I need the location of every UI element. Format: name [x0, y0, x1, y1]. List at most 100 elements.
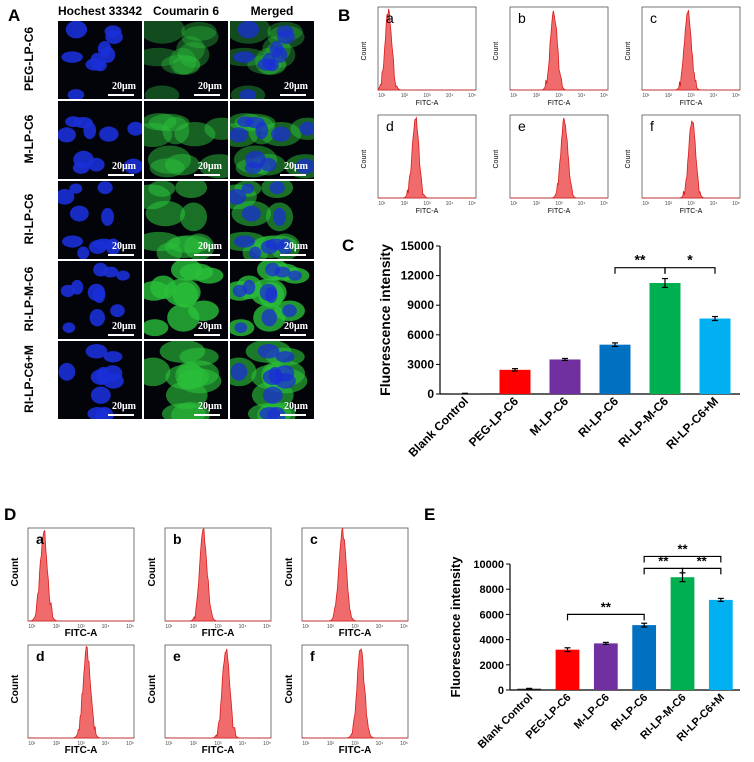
bar [708, 599, 733, 690]
x-tick-label: 10³ [423, 201, 431, 207]
scale-bar-label: 20μm [112, 241, 136, 252]
subplot-letter: a [386, 10, 394, 26]
x-tick-label: 10⁴ [578, 201, 586, 207]
x-axis-label: FITC-A [416, 208, 439, 214]
x-tick-label: 10⁴ [710, 201, 718, 207]
x-tick-label: RI-LP-C6 [575, 394, 621, 440]
y-tick-label: 9000 [407, 298, 434, 312]
x-tick-label: 10² [190, 624, 198, 630]
micrograph-cell: 20μm [143, 260, 229, 340]
histogram-peak [28, 529, 134, 622]
x-tick-label: RI-LP-C6+M [663, 394, 721, 452]
x-tick-label: 10⁵ [400, 624, 408, 630]
x-tick-label: 10¹ [302, 624, 310, 630]
x-tick-label: 10² [533, 201, 541, 207]
y-axis-label: Count [10, 557, 21, 587]
scale-bar [194, 334, 220, 336]
bar [499, 369, 531, 394]
scale-bar [280, 174, 306, 176]
x-tick-label: 10³ [214, 624, 222, 630]
histogram-subplot: f Count 10¹ 10² 10³ 10⁴ 10⁵ FITC-A [625, 114, 741, 214]
histogram-subplot: c Count 10¹ 10² 10³ 10⁴ 10⁵ FITC-A [625, 6, 741, 106]
scale-bar [280, 334, 306, 336]
x-axis-label: FITC-A [680, 208, 703, 214]
histogram-peak [377, 8, 476, 91]
histogram-peak [302, 527, 408, 622]
y-axis-label: Count [625, 42, 632, 61]
y-tick-label: 15000 [401, 239, 435, 253]
svg-text:**: ** [635, 252, 646, 268]
bar [670, 577, 695, 690]
x-tick-label: 10⁴ [239, 624, 247, 630]
row-label: M-LP-C6 [22, 114, 36, 164]
micrograph-cell: 20μm [143, 340, 229, 420]
column-header-coumarin: Coumarin 6 [152, 4, 219, 18]
x-tick-label: 10³ [351, 624, 359, 630]
x-tick-label: 10⁵ [263, 741, 271, 747]
x-tick-label: 10¹ [378, 93, 386, 99]
y-axis-label: Count [625, 150, 632, 169]
column-header-hochest: Hochest 33342 [57, 4, 143, 18]
scale-bar-label: 20μm [112, 81, 136, 92]
subplot-letter: d [36, 648, 45, 664]
significance-bracket: ** [643, 541, 722, 563]
panel-label-e: E [424, 505, 436, 524]
x-tick-label: 10³ [214, 741, 222, 747]
x-tick-label: M-LP-C6 [527, 394, 572, 439]
scale-bar-label: 20μm [284, 321, 308, 332]
scale-bar-label: 20μm [112, 321, 136, 332]
subplot-letter: c [310, 531, 318, 547]
histogram-peak [165, 648, 271, 739]
subplot-letter: c [650, 10, 657, 26]
x-axis-label: FITC-A [680, 100, 703, 106]
scale-bar [108, 334, 134, 336]
scale-bar [280, 254, 306, 256]
error-bar [526, 687, 533, 690]
micrograph-cell: 20μm [143, 180, 229, 260]
x-tick-label: 10⁵ [126, 741, 134, 747]
x-tick-label: 10⁵ [468, 201, 476, 207]
x-axis-label: FITC-A [339, 628, 372, 637]
y-axis-label: Fluorescence intensity [448, 556, 463, 698]
histogram-subplot: e Count 10¹ 10² 10³ 10⁴ 10⁵ FITC-A [147, 644, 272, 754]
histogram-subplot: e Count 10¹ 10² 10³ 10⁴ 10⁵ FITC-A [493, 114, 609, 214]
scale-bar-label: 20μm [198, 321, 222, 332]
scale-bar-label: 20μm [112, 161, 136, 172]
x-axis-label: FITC-A [65, 745, 98, 754]
significance-bracket: ** [681, 553, 722, 575]
y-tick-label: 0 [498, 685, 504, 697]
x-tick-label: 10² [53, 741, 61, 747]
bar [549, 359, 581, 394]
subplot-letter: b [173, 531, 182, 547]
svg-text:**: ** [601, 599, 612, 614]
x-tick-label: 10¹ [165, 624, 173, 630]
x-tick-label: 10⁵ [126, 624, 134, 630]
x-tick-label: 10¹ [642, 201, 650, 207]
y-tick-label: 10000 [473, 559, 504, 571]
error-bar [512, 368, 518, 372]
bar [555, 649, 580, 690]
error-bar [662, 277, 668, 289]
histogram-peak [378, 116, 476, 199]
subplot-letter: f [310, 648, 315, 664]
x-tick-label: 10¹ [28, 624, 36, 630]
x-tick-label: 10³ [687, 201, 695, 207]
y-axis-label: Count [284, 674, 295, 704]
micrograph-cell: 20μm [143, 20, 229, 100]
x-tick-label: M-LP-C6 [572, 692, 612, 732]
x-tick-label: 10² [533, 93, 541, 99]
y-tick-label: 6000 [480, 609, 504, 621]
error-bar [564, 647, 571, 653]
x-tick-label: 10⁴ [376, 741, 384, 747]
panel-label-c: C [342, 236, 355, 255]
x-tick-label: 10⁴ [376, 624, 384, 630]
svg-text:**: ** [697, 553, 708, 568]
x-tick-label: 10⁵ [400, 741, 408, 747]
scale-bar [108, 94, 134, 96]
error-bar [602, 641, 609, 645]
scale-bar [194, 414, 220, 416]
x-tick-label: 10⁴ [446, 93, 454, 99]
histogram-subplot: a Count 10¹ 10² 10³ 10⁴ 10⁵ FITC-A [10, 527, 135, 637]
scale-bar-label: 20μm [198, 81, 222, 92]
x-tick-label: 10⁵ [732, 201, 740, 207]
